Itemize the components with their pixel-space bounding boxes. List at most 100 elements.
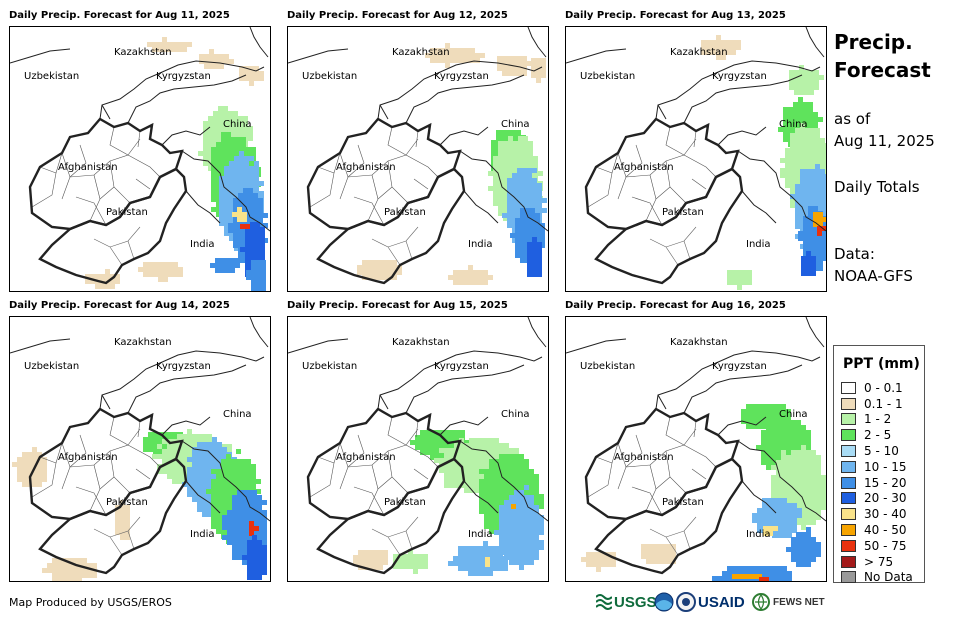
precip-cell xyxy=(787,513,792,518)
precip-cell xyxy=(242,525,247,530)
precip-cell xyxy=(192,472,197,477)
precip-cell xyxy=(776,460,781,465)
precip-cell xyxy=(781,440,786,445)
precip-cell xyxy=(816,470,821,475)
precip-cell xyxy=(515,223,520,228)
country-label-afghanistan: Afghanistan xyxy=(614,162,674,173)
precip-cell xyxy=(507,198,512,203)
precip-cell xyxy=(216,187,221,192)
precip-cell xyxy=(237,540,242,545)
precip-cell xyxy=(460,48,465,53)
precip-cell xyxy=(741,409,746,414)
precip-cell xyxy=(504,515,509,520)
precip-cell xyxy=(712,576,717,581)
precip-cell xyxy=(533,171,538,176)
precip-cell xyxy=(241,479,246,484)
precip-cell xyxy=(187,439,192,444)
precip-cell xyxy=(781,435,786,440)
precip-cell xyxy=(246,147,251,152)
precip-cell xyxy=(455,58,460,63)
precip-cell xyxy=(810,143,815,148)
precip-cell xyxy=(786,425,791,430)
precip-cell xyxy=(207,442,212,447)
precip-cell xyxy=(192,492,197,497)
precip-cell xyxy=(257,530,262,535)
precip-cell xyxy=(527,61,532,66)
precip-cell xyxy=(491,150,496,155)
precip-cell xyxy=(249,81,254,86)
precip-cell xyxy=(110,279,115,284)
precip-cell xyxy=(211,197,216,202)
precip-cell xyxy=(236,479,241,484)
precip-cell xyxy=(776,435,781,440)
precip-cell xyxy=(801,465,806,470)
precip-cell xyxy=(125,520,130,525)
precip-cell xyxy=(222,520,227,525)
precip-cell xyxy=(518,146,523,151)
precip-cell xyxy=(413,569,418,574)
precip-cell xyxy=(242,500,247,505)
precip-cell xyxy=(522,168,527,173)
precip-cell xyxy=(785,163,790,168)
province-boundary xyxy=(69,144,161,204)
precip-cell xyxy=(772,498,777,503)
precip-cell xyxy=(434,458,439,463)
precip-cell xyxy=(519,525,524,530)
precip-cell xyxy=(167,474,172,479)
precip-cell xyxy=(445,53,450,58)
precip-cell xyxy=(143,447,148,452)
precip-cell xyxy=(527,193,532,198)
precip-cell xyxy=(445,43,450,48)
precip-cell xyxy=(261,285,266,290)
precip-cell xyxy=(484,489,489,494)
legend-item: 15 - 20 xyxy=(841,475,913,491)
precip-cell xyxy=(90,274,95,279)
precip-cell xyxy=(796,465,801,470)
precip-cell xyxy=(646,549,651,554)
precip-cell xyxy=(766,435,771,440)
map-canvas xyxy=(10,27,270,291)
precip-cell xyxy=(796,490,801,495)
precip-cell xyxy=(499,515,504,520)
precip-cell xyxy=(255,222,260,227)
precip-cell xyxy=(197,492,202,497)
precip-cell xyxy=(534,479,539,484)
precip-cell xyxy=(766,455,771,460)
precip-cell xyxy=(439,448,444,453)
precip-cell xyxy=(259,181,264,186)
precip-cell xyxy=(153,447,158,452)
precip-cell xyxy=(762,566,767,571)
international-border xyxy=(463,480,499,514)
data-source: NOAA-GFS xyxy=(834,267,913,285)
precip-cell xyxy=(768,531,773,536)
precip-cell xyxy=(27,457,32,462)
precip-cell xyxy=(213,116,218,121)
precip-cell xyxy=(782,518,787,523)
precip-cell xyxy=(226,489,231,494)
precip-cell xyxy=(822,226,826,231)
precip-cell xyxy=(237,217,242,222)
map-title: Precip. Forecast xyxy=(834,28,964,84)
precip-cell xyxy=(37,472,42,477)
noaa-logo xyxy=(654,590,674,614)
precip-cell xyxy=(420,435,425,440)
precip-cell xyxy=(262,515,267,520)
precip-cell xyxy=(197,477,202,482)
precip-cell xyxy=(783,127,788,132)
precip-cell xyxy=(795,178,800,183)
precip-cell xyxy=(233,131,238,136)
precip-cell xyxy=(808,107,813,112)
precip-cell xyxy=(721,40,726,45)
precip-cell xyxy=(792,523,797,528)
precip-cell xyxy=(800,174,805,179)
precip-cell xyxy=(498,186,503,191)
precip-cell xyxy=(801,562,806,567)
precip-cell xyxy=(367,275,372,280)
precip-cell xyxy=(252,535,257,540)
precip-cell xyxy=(237,550,242,555)
precip-cell xyxy=(771,480,776,485)
precip-cell xyxy=(817,226,822,231)
precip-cell xyxy=(197,497,202,502)
precip-cell xyxy=(211,489,216,494)
precip-cell xyxy=(816,495,821,500)
